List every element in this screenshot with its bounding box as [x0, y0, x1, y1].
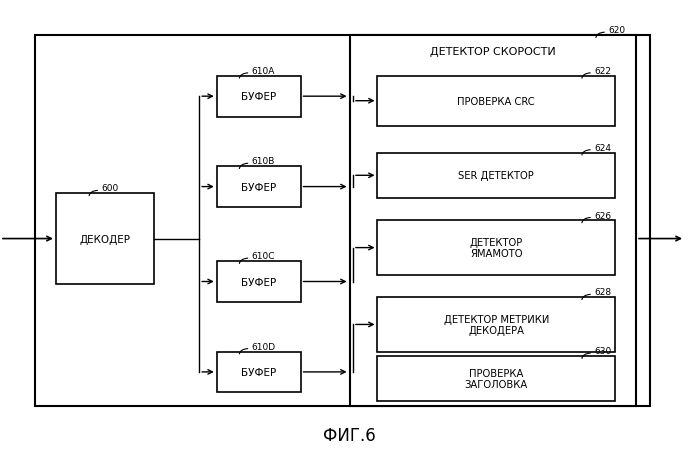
Text: 620: 620 — [608, 26, 625, 35]
Text: БУФЕР: БУФЕР — [241, 367, 276, 377]
Text: 610D: 610D — [252, 342, 276, 351]
Text: ДЕКОДЕР: ДЕКОДЕР — [80, 234, 130, 244]
Text: 622: 622 — [594, 67, 611, 76]
Text: БУФЕР: БУФЕР — [241, 92, 276, 102]
Text: 624: 624 — [594, 143, 611, 152]
Text: БУФЕР: БУФЕР — [241, 182, 276, 192]
Text: ПРОВЕРКА
ЗАГОЛОВКА: ПРОВЕРКА ЗАГОЛОВКА — [465, 368, 528, 390]
Bar — [350, 36, 636, 406]
Text: 610A: 610A — [252, 67, 275, 76]
Text: 626: 626 — [594, 211, 611, 220]
Bar — [377, 356, 615, 401]
Bar — [377, 77, 615, 126]
Bar — [217, 352, 301, 392]
Text: ДЕТЕКТОР МЕТРИКИ
ДЕКОДЕРА: ДЕТЕКТОР МЕТРИКИ ДЕКОДЕРА — [444, 314, 549, 336]
Text: SER ДЕТЕКТОР: SER ДЕТЕКТОР — [459, 171, 534, 181]
Text: 628: 628 — [594, 288, 611, 297]
Text: ПРОВЕРКА CRC: ПРОВЕРКА CRC — [457, 97, 535, 106]
Bar — [377, 221, 615, 275]
Text: БУФЕР: БУФЕР — [241, 277, 276, 287]
Text: ДЕТЕКТОР СКОРОСТИ: ДЕТЕКТОР СКОРОСТИ — [430, 47, 556, 57]
Bar — [35, 36, 650, 406]
Text: 630: 630 — [594, 346, 612, 355]
Text: 600: 600 — [101, 184, 119, 193]
Text: 610C: 610C — [252, 252, 275, 261]
Bar — [217, 77, 301, 117]
Bar — [217, 167, 301, 207]
Text: ФИГ.6: ФИГ.6 — [323, 426, 376, 444]
Text: ДЕТЕКТОР
ЯМАМОТО: ДЕТЕКТОР ЯМАМОТО — [470, 237, 523, 259]
Bar — [377, 298, 615, 352]
Bar — [56, 194, 154, 284]
Bar — [217, 262, 301, 302]
Bar — [377, 153, 615, 198]
Text: 610B: 610B — [252, 157, 275, 166]
